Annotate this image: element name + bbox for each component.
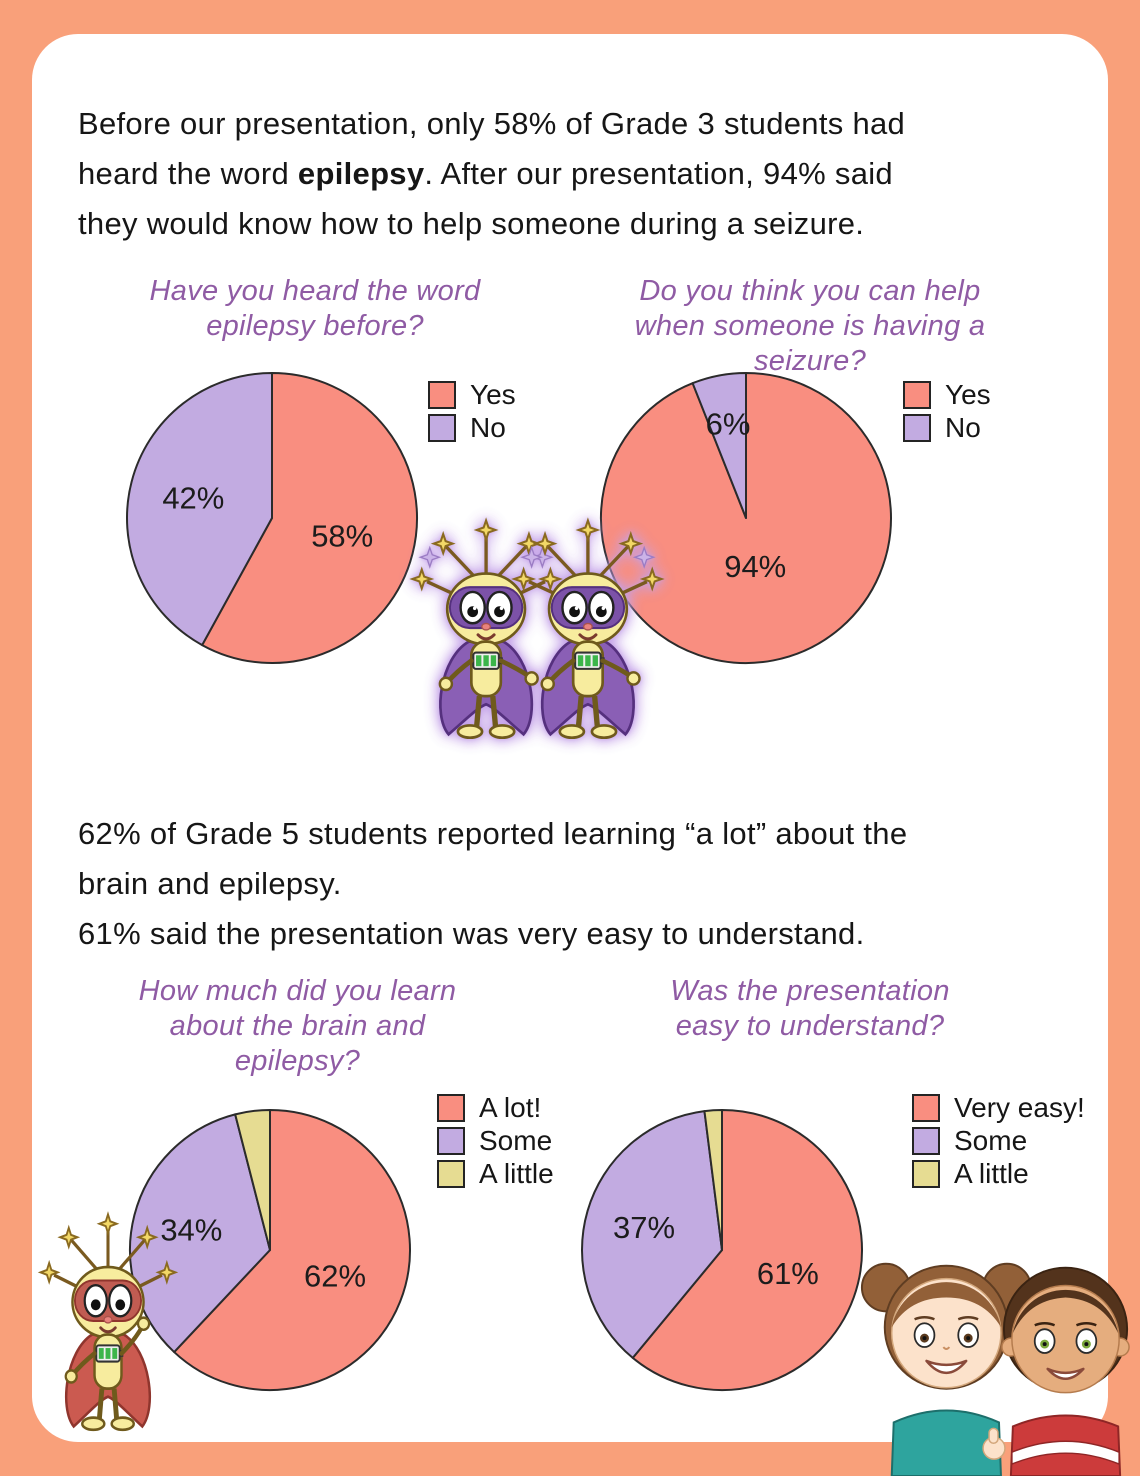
legend-item: No <box>428 413 516 443</box>
legend-swatch <box>903 381 931 409</box>
intro-text-after: . After our presentation, 94% said they … <box>78 156 893 241</box>
legend-learned: A lot! Some A little <box>437 1093 554 1192</box>
legend-label: Yes <box>945 379 991 410</box>
chart-title-heard-epilepsy: Have you heard the word epilepsy before? <box>149 275 481 343</box>
pie-slice <box>129 1113 271 1354</box>
pie-slice-label: 6% <box>706 406 751 441</box>
legend-item: Some <box>912 1126 1085 1156</box>
legend-label: No <box>945 412 981 443</box>
legend-heard-epilepsy: Yes No <box>428 380 516 446</box>
chart-title-learned: How much did you learn about the brain a… <box>138 975 457 1078</box>
legend-label: A little <box>954 1158 1029 1189</box>
intro-paragraph: Before our presentation, only 58% of Gra… <box>78 99 1068 249</box>
pie-slice-label: 62% <box>304 1258 366 1293</box>
pie-slice-label: 58% <box>311 519 373 554</box>
pie-slice-label: 34% <box>160 1212 222 1247</box>
middle-paragraph: 62% of Grade 5 students reported learnin… <box>78 816 908 951</box>
children-image <box>860 1262 1130 1476</box>
pie-slice-label: 61% <box>757 1256 819 1291</box>
legend-label: No <box>470 412 506 443</box>
legend-swatch <box>912 1160 940 1188</box>
legend-label: Some <box>479 1125 553 1156</box>
pie-slice <box>201 372 418 664</box>
pie-slice <box>234 1109 271 1251</box>
legend-easy: Very easy! Some A little <box>912 1093 1085 1192</box>
pie-slice <box>581 1110 723 1359</box>
legend-item: A little <box>912 1159 1085 1189</box>
pie-slice <box>691 372 747 519</box>
pie-chart-can-help: 94% 6% <box>600 372 892 664</box>
pie-slice-label: 42% <box>162 480 224 515</box>
pie-chart-learned: 62% 34% <box>129 1109 411 1391</box>
legend-swatch <box>428 381 456 409</box>
legend-label: A lot! <box>479 1092 542 1123</box>
legend-item: Yes <box>428 380 516 410</box>
boy-figure <box>1001 1266 1130 1476</box>
legend-swatch <box>912 1127 940 1155</box>
legend-can-help: Yes No <box>903 380 991 446</box>
girl-figure <box>860 1262 1032 1476</box>
legend-item: Some <box>437 1126 554 1156</box>
pie-slice-label: 37% <box>613 1210 675 1245</box>
legend-item: Very easy! <box>912 1093 1085 1123</box>
legend-item: A lot! <box>437 1093 554 1123</box>
intro-text-before: Before our presentation, only 58% of Gra… <box>78 106 906 191</box>
pie-slice <box>631 1109 863 1391</box>
legend-swatch <box>437 1160 465 1188</box>
legend-swatch <box>437 1127 465 1155</box>
legend-label: Yes <box>470 379 516 410</box>
legend-swatch <box>428 414 456 442</box>
neuron-mascot-red-image <box>39 1213 177 1432</box>
legend-swatch <box>437 1094 465 1122</box>
legend-label: Very easy! <box>954 1092 1085 1123</box>
pie-slice <box>173 1109 411 1391</box>
chart-title-easy: Was the presentation easy to understand? <box>670 975 950 1043</box>
legend-item: A little <box>437 1159 554 1189</box>
pie-chart-easy: 61% 37% <box>581 1109 863 1391</box>
neuron-mascots-image <box>403 500 671 752</box>
legend-swatch <box>912 1094 940 1122</box>
chart-title-can-help: Do you think you can help when someone i… <box>634 275 986 378</box>
legend-label: A little <box>479 1158 554 1189</box>
pie-slice-label: 94% <box>724 549 786 584</box>
intro-text-bold: epilepsy <box>297 156 425 191</box>
pie-slice <box>703 1109 723 1251</box>
pie-slice <box>126 372 273 647</box>
legend-item: Yes <box>903 380 991 410</box>
legend-label: Some <box>954 1125 1028 1156</box>
legend-item: No <box>903 413 991 443</box>
legend-swatch <box>903 414 931 442</box>
pie-chart-heard-epilepsy: 58% 42% <box>126 372 418 664</box>
